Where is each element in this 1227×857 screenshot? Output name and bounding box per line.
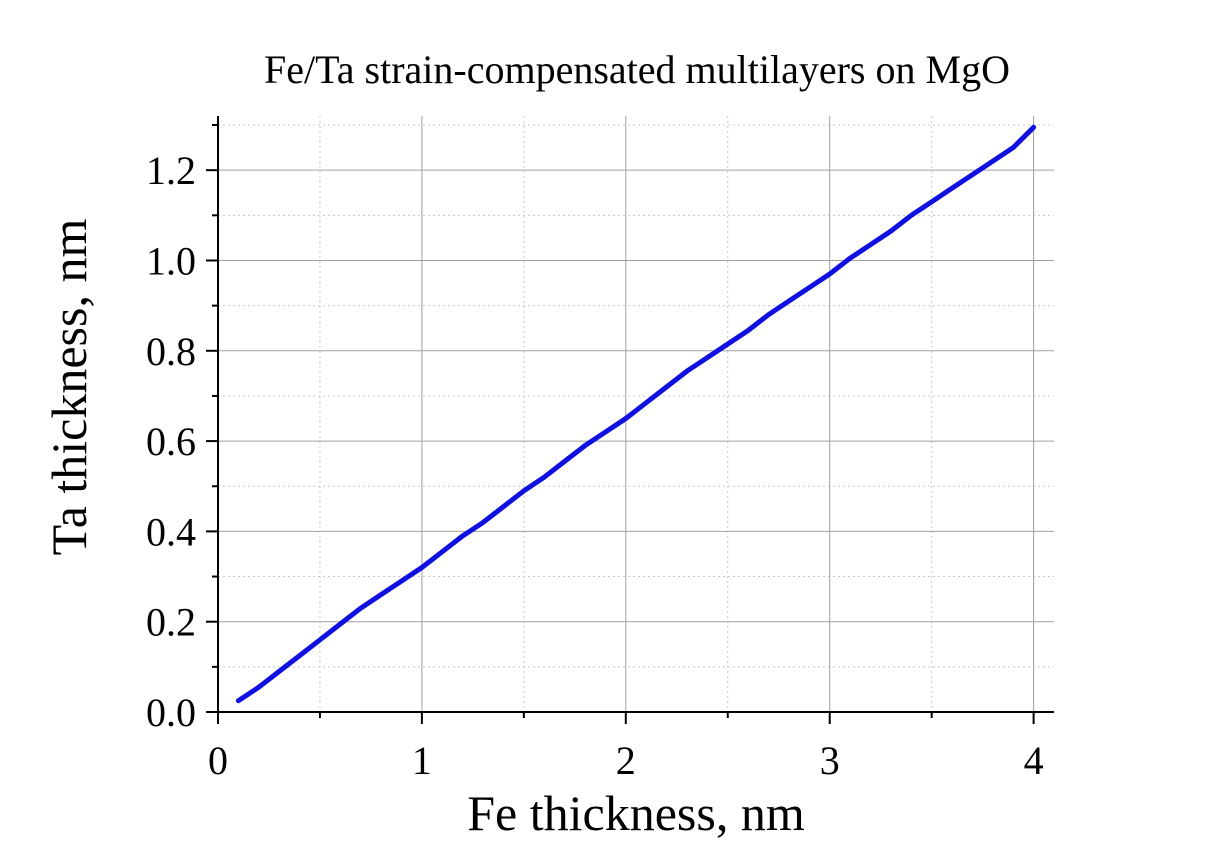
x-axis-label: Fe thickness, nm	[467, 785, 805, 841]
x-tick-label: 0	[208, 738, 228, 783]
y-tick-label: 0.4	[146, 509, 196, 554]
x-tick-label: 1	[412, 738, 432, 783]
y-tick-label: 0.2	[146, 600, 196, 645]
y-tick-label: 0.8	[146, 329, 196, 374]
x-tick-label: 3	[820, 738, 840, 783]
series-line	[235, 124, 1037, 704]
y-tick-label: 1.2	[146, 148, 196, 193]
chart-title: Fe/Ta strain-compensated multilayers on …	[264, 47, 1010, 92]
y-tick-label: 0.6	[146, 419, 196, 464]
series	[235, 124, 1037, 704]
x-ticks: 0 1 2 3 4	[208, 712, 1044, 783]
x-tick-label: 2	[616, 738, 636, 783]
x-tick-label: 4	[1024, 738, 1044, 783]
y-axis-label: Ta thickness, nm	[41, 219, 97, 556]
y-tick-label: 1.0	[146, 238, 196, 283]
y-tick-label: 0.0	[146, 690, 196, 735]
y-ticks: 0.0 0.2 0.4 0.6 0.8 1.0 1.2	[146, 124, 218, 735]
